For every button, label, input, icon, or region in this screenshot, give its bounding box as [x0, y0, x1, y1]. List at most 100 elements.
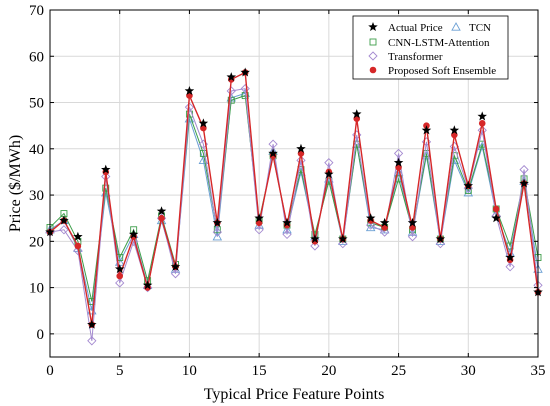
data-point-actual-price	[407, 217, 418, 227]
legend: Actual Price TCN CNN-LSTM-Attention Transfo…	[352, 15, 509, 80]
data-point-actual-price	[156, 206, 167, 216]
data-point-transformer	[240, 84, 250, 94]
data-point-cnn-lstm-attention	[102, 184, 110, 192]
data-point-actual-price	[142, 280, 153, 290]
data-point-actual-price	[519, 178, 529, 188]
data-point-actual-price	[128, 229, 139, 239]
data-point-transformer	[170, 269, 181, 279]
data-point-transformer	[268, 139, 278, 149]
legend-marker-actual-price	[368, 22, 378, 32]
y-tick-label: 30	[29, 188, 44, 204]
data-point-actual-price	[254, 213, 264, 223]
y-axis-label: Price ($/MWh)	[7, 135, 24, 232]
data-point-actual-price	[59, 215, 69, 225]
data-point-actual-price	[101, 164, 111, 174]
y-tick-label: 0	[37, 327, 45, 343]
x-tick-label: 15	[252, 363, 267, 379]
data-point-transformer	[115, 278, 125, 288]
data-point-actual-price	[282, 217, 292, 227]
data-point-proposed-soft-ensemble	[116, 272, 124, 280]
plot-frame	[49, 9, 539, 358]
data-point-actual-price	[310, 234, 320, 244]
data-point-actual-price	[491, 213, 501, 223]
data-point-actual-price	[296, 143, 306, 153]
data-point-transformer	[407, 232, 418, 242]
data-point-tcn	[463, 187, 474, 197]
data-point-tcn	[212, 231, 223, 241]
data-point-actual-price	[184, 85, 195, 96]
legend-label-proposed-soft-ensemble: Proposed Soft Ensemble	[388, 65, 496, 77]
series-actual-price	[45, 67, 543, 329]
legend-marker-proposed-soft-ensemble	[369, 66, 377, 74]
legend-label-transformer: Transformer	[388, 51, 443, 63]
legend-marker-transformer	[368, 51, 378, 61]
data-point-transformer	[101, 171, 111, 182]
data-point-actual-price	[421, 125, 432, 135]
legend-marker-tcn	[451, 22, 461, 31]
data-point-actual-price	[87, 319, 97, 329]
data-point-actual-price	[435, 234, 446, 244]
legend-marker-cnn-lstm-attention	[369, 38, 377, 46]
data-point-actual-price	[351, 109, 362, 119]
data-point-transformer	[184, 102, 195, 112]
data-point-actual-price	[365, 213, 376, 223]
x-axis-label: Typical Price Feature Points	[204, 386, 385, 403]
data-point-actual-price	[73, 231, 83, 241]
y-tick-label: 70	[29, 3, 44, 19]
y-tick-label: 20	[29, 234, 44, 250]
data-point-actual-price	[393, 157, 404, 167]
data-point-proposed-soft-ensemble	[492, 205, 500, 213]
data-point-actual-price	[477, 111, 487, 121]
data-point-cnn-lstm-attention	[227, 96, 235, 104]
series-line-proposed-soft-ensemble	[49, 71, 539, 325]
x-tick-label: 5	[116, 363, 124, 379]
data-point-proposed-soft-ensemble	[478, 120, 486, 127]
data-point-transformer	[324, 158, 334, 168]
data-point-actual-price	[379, 217, 390, 227]
data-point-proposed-soft-ensemble	[158, 214, 165, 222]
data-point-transformer	[393, 148, 404, 159]
x-tick-label: 30	[461, 363, 476, 379]
series-layer	[45, 67, 543, 346]
data-point-actual-price	[505, 252, 515, 262]
series-transformer	[45, 84, 543, 346]
y-tick-label: 60	[29, 49, 44, 65]
series-line-tcn	[49, 92, 539, 311]
data-point-transformer	[296, 155, 306, 166]
x-tick-label: 10	[182, 363, 197, 379]
data-point-transformer	[477, 125, 487, 135]
data-point-transformer	[282, 229, 292, 240]
data-point-transformer	[129, 236, 139, 246]
data-point-transformer	[366, 220, 376, 230]
data-point-transformer	[310, 241, 320, 251]
data-point-cnn-lstm-attention	[199, 149, 207, 157]
legend-label-actual-price: Actual Price	[388, 22, 443, 34]
data-point-transformer	[73, 245, 83, 256]
data-point-actual-price	[212, 217, 223, 227]
series-line-transformer	[49, 88, 539, 341]
y-tick-label: 40	[29, 142, 44, 158]
data-point-actual-price	[114, 264, 125, 274]
data-point-actual-price	[226, 72, 237, 82]
data-point-actual-price	[198, 118, 209, 128]
data-point-transformer	[519, 164, 529, 175]
data-point-actual-price	[268, 148, 278, 158]
x-tick-label: 35	[531, 363, 546, 379]
data-point-transformer	[87, 336, 97, 346]
data-point-actual-price	[463, 180, 474, 190]
x-tick-label: 0	[46, 363, 54, 379]
y-tick-label: 10	[29, 281, 44, 297]
data-point-actual-price	[449, 125, 460, 135]
data-point-tcn	[393, 167, 404, 176]
data-point-tcn	[477, 141, 487, 151]
data-point-transformer	[212, 227, 222, 237]
axis-ticks: 0 5 10 15 20 25 30 35 0 10 20 30 40 50 60 70	[29, 3, 546, 379]
data-point-proposed-soft-ensemble	[74, 242, 82, 250]
legend-label-cnn-lstm-attention: CNN-LSTM-Attention	[388, 37, 490, 49]
data-point-actual-price	[338, 234, 348, 244]
legend-box	[352, 15, 509, 80]
data-point-actual-price	[240, 67, 250, 77]
data-point-transformer	[505, 262, 515, 272]
data-point-actual-price	[170, 261, 181, 271]
